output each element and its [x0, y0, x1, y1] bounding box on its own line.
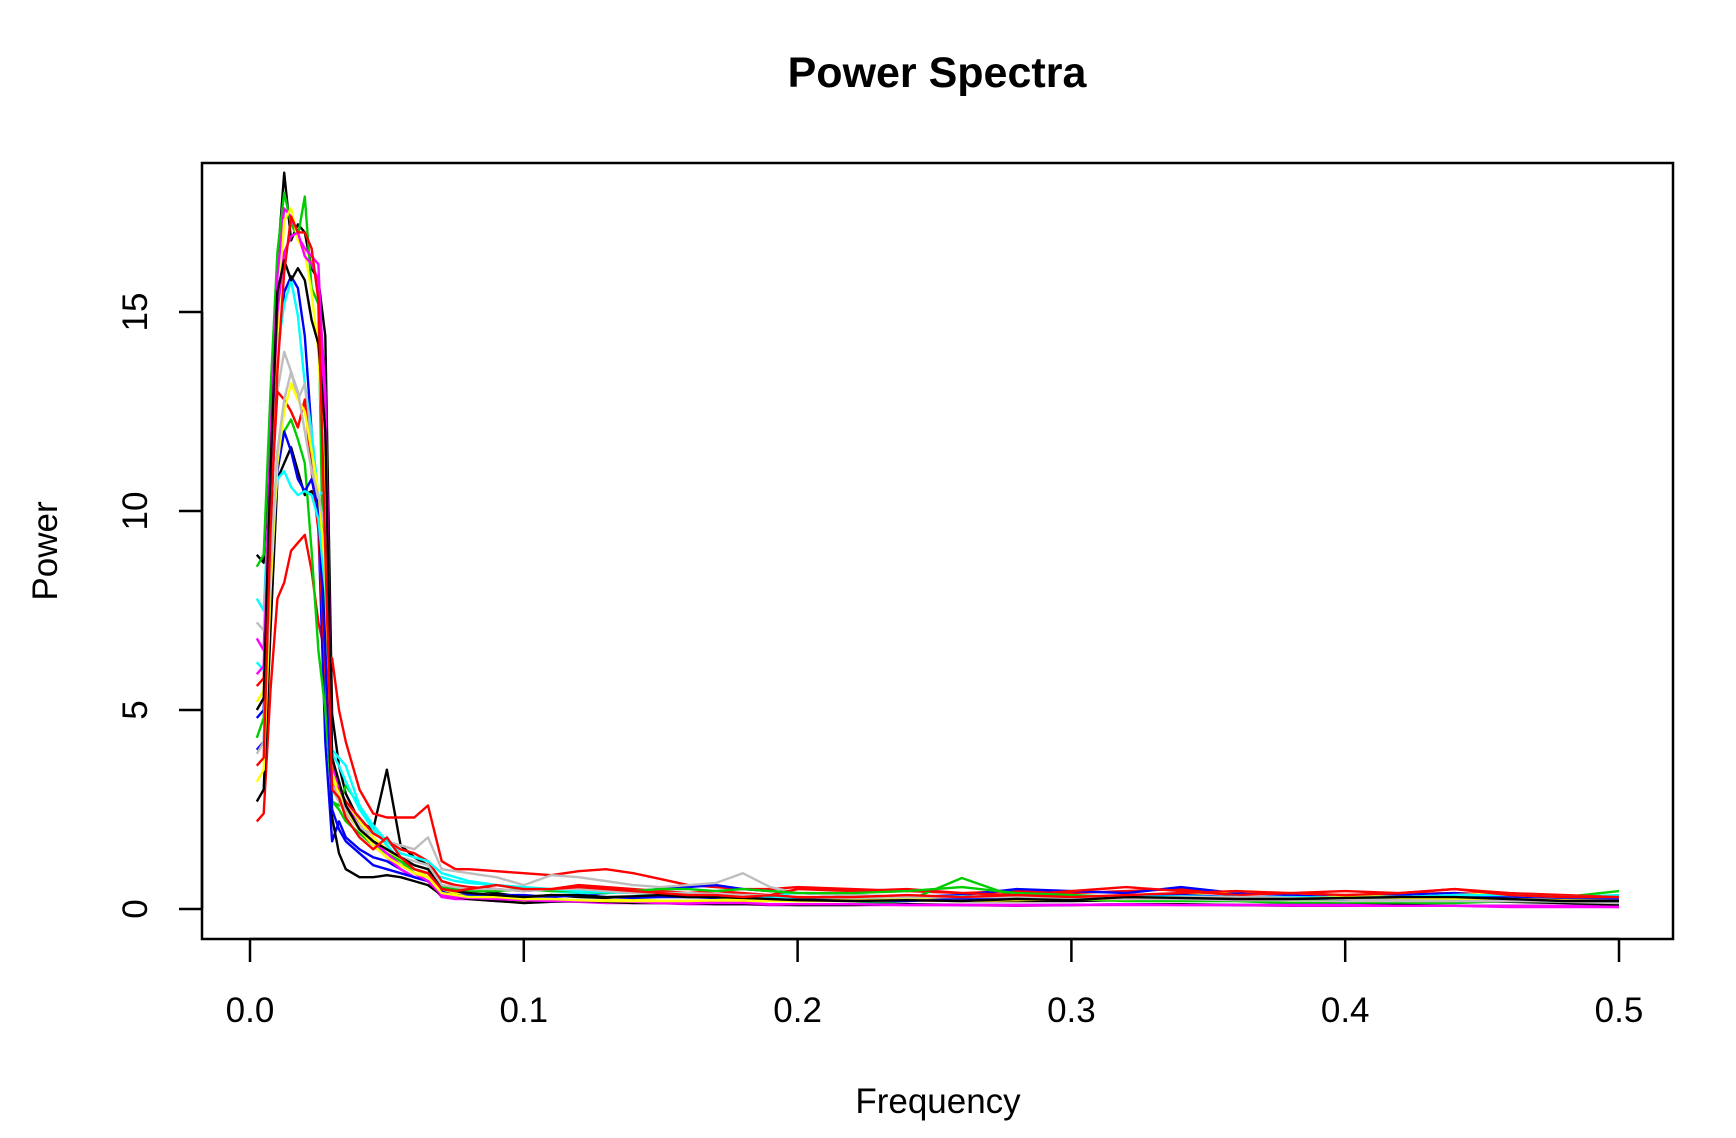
plot-frame [200, 161, 1675, 941]
y-tick-label: 10 [116, 492, 155, 531]
series-line-17 [255, 259, 1619, 903]
y-axis-label: Power [26, 501, 65, 601]
x-tick-label: 0.3 [1047, 991, 1096, 1030]
series-line-9 [255, 446, 1619, 907]
series-line-3 [255, 191, 1620, 907]
x-axis: 0.0 0.1 0.2 0.3 0.4 0.5 [226, 937, 1644, 1030]
y-tick-label: 5 [116, 700, 155, 719]
series-line-4 [255, 275, 1620, 903]
series-line-12 [255, 430, 1619, 903]
series-line-16 [255, 370, 1620, 903]
series-line-18 [255, 215, 1619, 899]
series-line-13 [255, 470, 1619, 900]
series-line-6 [255, 207, 1619, 909]
y-axis: 0 5 10 15 [116, 293, 204, 919]
series-line-1 [255, 171, 1620, 906]
series-line-14 [255, 231, 1620, 909]
x-tick-label: 0.2 [773, 991, 822, 1030]
y-tick-label: 0 [116, 899, 155, 918]
x-tick-label: 0.0 [226, 991, 275, 1030]
x-tick-label: 0.5 [1595, 991, 1644, 1030]
series-line-5 [255, 279, 1620, 900]
series-line-7 [255, 207, 1619, 903]
x-axis-label: Frequency [855, 1082, 1021, 1121]
x-tick-label: 0.1 [499, 991, 548, 1030]
y-tick-label: 15 [116, 293, 155, 332]
series-line-2 [255, 533, 1619, 899]
x-tick-label: 0.4 [1321, 991, 1370, 1030]
plot-series-group [255, 171, 1620, 909]
series-line-11 [255, 418, 1619, 903]
series-line-15 [255, 382, 1620, 903]
chart-title: Power Spectra [788, 49, 1088, 97]
series-line-8 [255, 350, 1620, 905]
series-line-10 [255, 390, 1620, 899]
